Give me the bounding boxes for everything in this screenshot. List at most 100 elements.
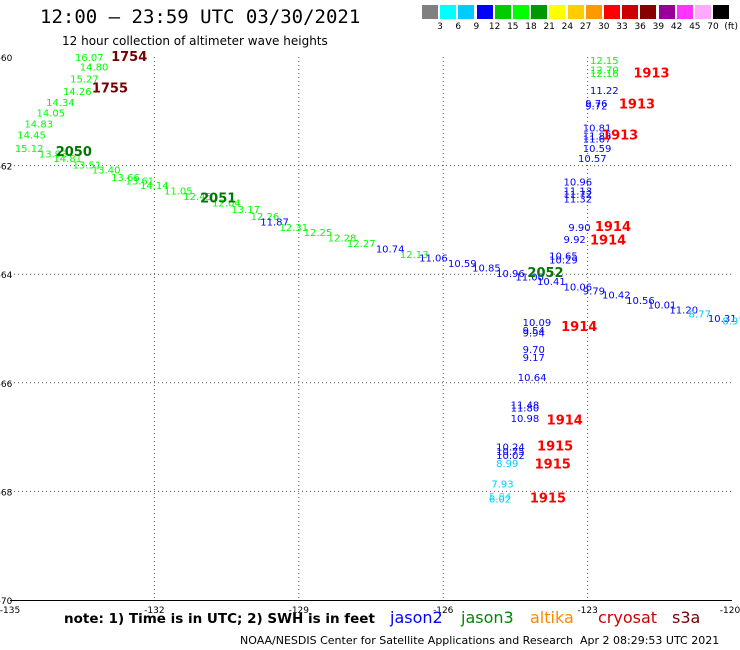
legend-label: 6: [455, 22, 462, 32]
wave-height-value: 10.24: [496, 443, 525, 454]
wave-height-value: 10.06: [564, 282, 593, 293]
legend-swatch: [531, 5, 548, 19]
legend-swatch: [440, 5, 457, 19]
wave-height-value: 8.77: [689, 310, 711, 321]
track-time-label: 1914: [547, 414, 583, 429]
wave-height-value: 11.00: [515, 273, 544, 284]
map-axes: -135 -132 -129 -126 -123 -120 -60 -62 -64 -66 -68 -…: [0, 54, 740, 616]
wave-height-value: 10.65: [549, 252, 578, 263]
wave-height-value: 13.66: [111, 173, 140, 184]
legend-label: 12: [488, 22, 501, 32]
credit-text: NOAA/NESDIS Center for Satellite Applica…: [240, 634, 574, 647]
legend-label: 39: [652, 22, 665, 32]
wave-height-value: 9.92: [564, 235, 586, 246]
lat-tick-label: -64: [0, 271, 13, 281]
wave-height-value: 9.70: [523, 345, 545, 356]
track-time-label: 1915: [530, 491, 566, 506]
wave-height-value: 13.93: [39, 149, 68, 160]
wave-height-value: 11.20: [669, 305, 698, 316]
track-time-label: 1915: [537, 440, 573, 455]
satellite-jason2: jason2: [390, 608, 443, 627]
legend-swatch: [695, 5, 711, 19]
wave-height-value: 9.17: [523, 353, 545, 364]
legend-swatch: [604, 5, 620, 19]
wave-height-value: 12.13: [400, 250, 429, 261]
wave-height-value: 10.41: [537, 277, 566, 288]
track-time-label: 1754: [111, 50, 147, 65]
wave-height-value: 14.83: [24, 120, 53, 131]
wave-height-value: 12.31: [280, 223, 309, 234]
track-time-label: 1913: [619, 98, 655, 113]
legend-swatch: [476, 5, 493, 19]
wave-height-value: 13.40: [92, 166, 121, 177]
wave-height-value: 12.16: [590, 69, 619, 80]
wave-height-value: 10.64: [518, 373, 547, 384]
track-time-label: 1755: [92, 81, 128, 96]
legend-label: 27: [579, 22, 592, 32]
wave-height-value: 9.72: [585, 102, 607, 113]
satellite-cryosat: cryosat: [598, 608, 658, 627]
wave-height-value: 9.90: [568, 223, 590, 234]
track-time-label: 1913: [602, 129, 638, 144]
legend-swatch: [494, 5, 511, 19]
map-grid: [10, 57, 732, 600]
legend-label: 33: [616, 22, 628, 32]
wave-height-value: 14.45: [17, 130, 46, 141]
wave-height-value: 10.56: [626, 296, 655, 307]
wave-height-value: 14.81: [53, 154, 82, 165]
legend-label: 42: [670, 22, 683, 32]
wave-height-value: 10.42: [602, 291, 631, 302]
wave-height-value: 9.76: [585, 99, 607, 110]
page-title: 12:00 — 23:59 UTC 03/30/2021: [40, 6, 361, 28]
lon-tick-label: -126: [433, 606, 454, 616]
track-time-label: 2052: [527, 266, 563, 281]
wave-height-value: 10.96: [564, 178, 593, 189]
wave-height-value: 12.27: [347, 239, 376, 250]
legend-label: 36: [634, 22, 646, 32]
wave-height-value: 11.32: [564, 195, 593, 206]
wave-height-value: 10.02: [496, 451, 525, 462]
legend-swatch: [567, 5, 584, 19]
wave-height-value: 12.25: [304, 228, 333, 239]
wave-height-value: 10.96: [496, 269, 525, 280]
wave-height-value: 14.14: [140, 181, 169, 192]
footer-note: note: 1) Time is in UTC; 2) SWH is in fe…: [64, 611, 375, 627]
lat-tick-label: -70: [0, 597, 13, 607]
wave-height-value: 7.93: [491, 480, 513, 491]
legend-swatch: [658, 5, 675, 19]
page-subtitle: 12 hour collection of altimeter wave hei…: [62, 34, 328, 48]
wave-height-value: 10.85: [472, 263, 501, 274]
wave-height-value: 6.02: [489, 494, 511, 505]
wave-height-value: 11.06: [419, 254, 448, 265]
lat-tick-label: -68: [0, 488, 13, 498]
wave-height-value: 8.97: [722, 317, 740, 328]
track-time-label: 1913: [633, 67, 669, 82]
wave-height-value: 12.26: [251, 212, 280, 223]
wave-height-value: 13.61: [126, 177, 155, 188]
wave-height-value: 10.09: [523, 318, 552, 329]
wave-height-value: 10.29: [549, 255, 578, 266]
wave-height-value: 11.72: [564, 190, 593, 201]
legend-label: 21: [543, 22, 555, 32]
wave-height-value: 10.59: [448, 259, 477, 270]
lat-tick-label: -62: [0, 163, 12, 173]
legend-label: 3: [437, 22, 443, 32]
wave-height-value: 5.84: [489, 492, 511, 503]
legend-label: 9: [473, 22, 480, 32]
track-time-label: 1914: [595, 220, 631, 235]
legend-label: 15: [507, 22, 519, 32]
wave-height-value: 14.34: [46, 98, 75, 109]
wave-height-value: 10.01: [648, 300, 677, 311]
wave-height-value: 11.67: [583, 134, 612, 145]
wave-height-value: 14.80: [80, 63, 109, 74]
legend-label: 30: [598, 22, 610, 32]
lon-tick-label: -129: [289, 606, 310, 616]
satellite-s3a: s3a: [672, 608, 701, 627]
wave-height-value: 10.57: [578, 154, 607, 165]
wave-height-value: 10.81: [583, 123, 612, 134]
wave-height-value: 11.05: [164, 186, 193, 197]
wave-height-value: 13.51: [73, 160, 102, 171]
wave-height-value: 15.27: [70, 75, 99, 86]
lat-tick-label: -66: [0, 380, 13, 390]
